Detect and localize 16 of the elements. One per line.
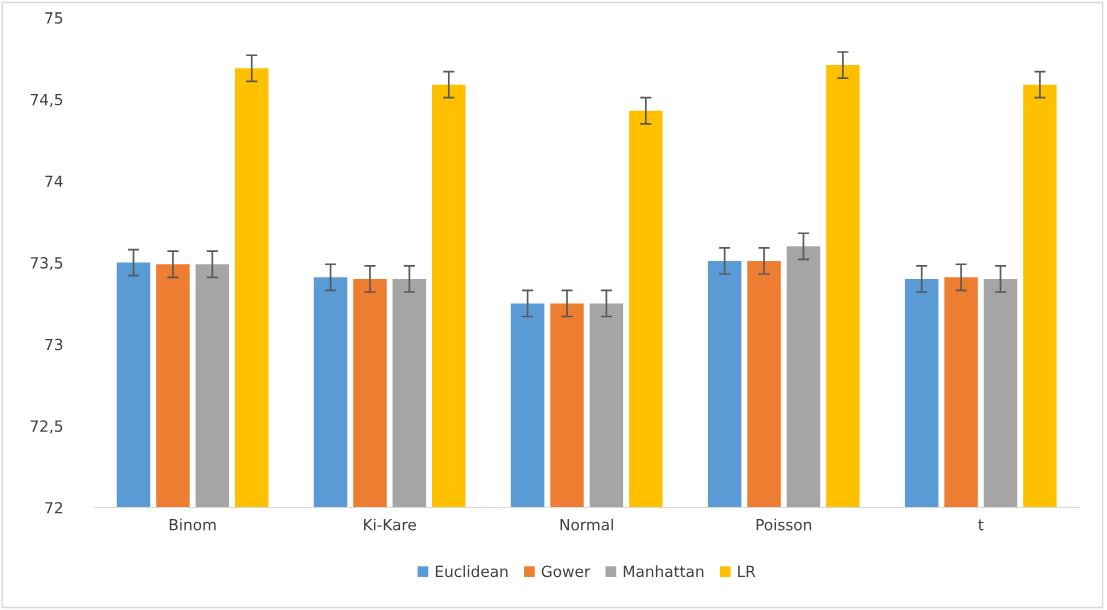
x-tick-label: Normal <box>560 518 613 531</box>
x-tick-label: Poisson <box>756 518 812 531</box>
y-tick-label: 72,5 <box>30 420 63 434</box>
legend-label: Gower <box>541 565 591 578</box>
x-tick-label: Binom <box>169 518 216 531</box>
y-tick-label: 75 <box>45 12 63 24</box>
y-tick-label: 73,5 <box>30 257 63 271</box>
legend-label: Manhattan <box>623 565 704 578</box>
y-tick-label: 74 <box>45 175 63 187</box>
y-tick-label: 74,5 <box>30 93 63 107</box>
x-tick-label: t <box>978 519 984 531</box>
legend-label: Euclidean <box>435 565 508 578</box>
legend-label: LR <box>738 565 756 577</box>
x-tick-label: Ki-Kare <box>364 518 416 531</box>
y-tick-label: 72 <box>45 501 63 514</box>
y-tick-label: 73 <box>45 338 63 351</box>
